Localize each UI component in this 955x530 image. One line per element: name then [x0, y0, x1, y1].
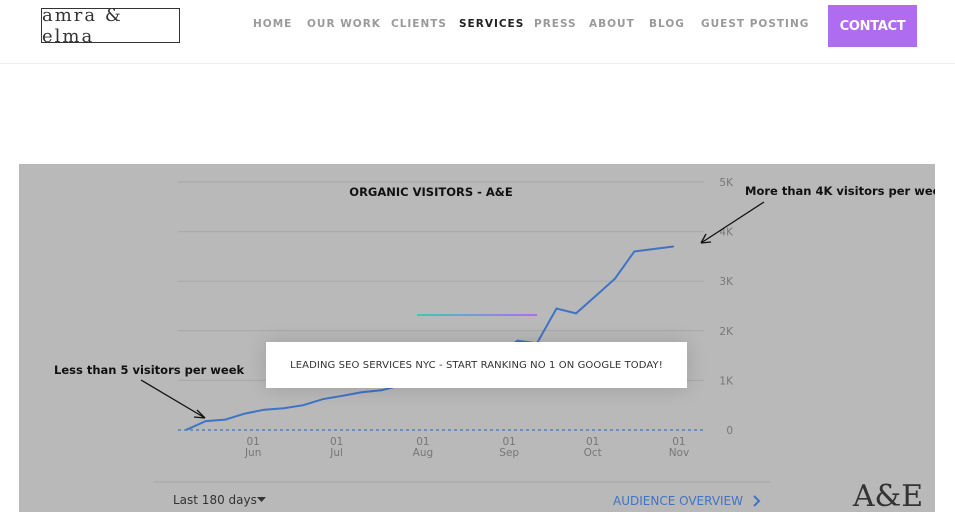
arrow-low-head: [193, 409, 206, 419]
nav-press[interactable]: PRESS: [534, 18, 577, 30]
series-point: [555, 307, 558, 310]
x-tick-day: 01: [586, 436, 599, 448]
y-tick-label: 1K: [719, 375, 734, 387]
organic-visitors-chart: 0 1K 2K 3K 4K 5K 01 Jun 01 Jul 01 Aug 01 Sep 01 Oct 01 N…: [19, 164, 935, 512]
x-tick-month: Oct: [584, 447, 602, 459]
series-point: [321, 398, 324, 401]
series-point: [243, 412, 246, 415]
arrow-high-head: [700, 233, 712, 244]
nav-blog[interactable]: BLOG: [649, 18, 685, 30]
y-tick-label: 3K: [719, 276, 734, 288]
nav-clients[interactable]: CLIENTS: [391, 18, 447, 30]
series-point: [205, 420, 207, 422]
nav-guest-posting[interactable]: GUEST POSTING: [701, 18, 810, 30]
series-point: [575, 312, 577, 315]
y-tick-label: 0: [726, 425, 733, 437]
x-tick-month: Aug: [413, 447, 434, 459]
series-point: [282, 407, 285, 409]
seo-banner: LEADING SEO SERVICES NYC - START RANKING…: [266, 342, 687, 388]
logo[interactable]: amra & elma: [41, 5, 180, 47]
nav-services[interactable]: SERVICES: [459, 18, 525, 30]
x-tick-day: 01: [502, 436, 515, 448]
chart-title: ORGANIC VISITORS - A&E: [349, 185, 513, 199]
audience-overview-link[interactable]: AUDIENCE OVERVIEW: [613, 494, 743, 508]
ae-watermark-logo: A&E: [852, 479, 923, 512]
date-range-dropdown[interactable]: Last 180 days: [173, 493, 257, 507]
y-tick-label: 2K: [719, 326, 734, 338]
decorative-underline: [417, 314, 537, 316]
x-tick-month: Jun: [244, 447, 261, 459]
series-point: [360, 391, 363, 394]
series-point: [302, 404, 305, 406]
series-point: [224, 418, 227, 421]
series-point: [672, 245, 675, 248]
series-point: [380, 389, 382, 392]
series-point: [185, 428, 188, 431]
x-tick-month: Nov: [669, 447, 690, 459]
y-tick-label: 4K: [719, 227, 734, 239]
x-tick-day: 01: [672, 436, 685, 448]
chevron-right-icon[interactable]: [753, 495, 761, 507]
site-header: amra & elma HOME OUR WORK CLIENTS SERVIC…: [0, 0, 955, 64]
x-tick-day: 01: [416, 436, 429, 448]
chevron-down-icon[interactable]: [257, 497, 266, 502]
seo-banner-text: LEADING SEO SERVICES NYC - START RANKING…: [290, 359, 663, 371]
x-tick-month: Sep: [499, 447, 519, 459]
series-point: [633, 250, 636, 253]
annotation-high: More than 4K visitors per week: [745, 184, 935, 198]
series-point: [653, 248, 655, 250]
x-tick-day: 01: [246, 436, 259, 448]
series-line: [185, 245, 674, 431]
nav-our-work[interactable]: OUR WORK: [307, 18, 381, 30]
series-point: [516, 339, 519, 342]
series-point: [614, 277, 616, 280]
x-tick-day: 01: [330, 436, 343, 448]
y-tick-label: 5K: [719, 177, 734, 189]
series-point: [263, 408, 266, 411]
nav-home[interactable]: HOME: [253, 18, 293, 30]
series-point: [341, 394, 344, 397]
series-point: [594, 295, 597, 297]
arrow-low: [140, 379, 206, 419]
x-tick-month: Jul: [329, 447, 343, 459]
annotation-low: Less than 5 visitors per week: [54, 363, 245, 377]
nav-about[interactable]: ABOUT: [589, 18, 635, 30]
contact-button[interactable]: CONTACT: [828, 5, 917, 47]
arrow-high: [700, 201, 765, 244]
